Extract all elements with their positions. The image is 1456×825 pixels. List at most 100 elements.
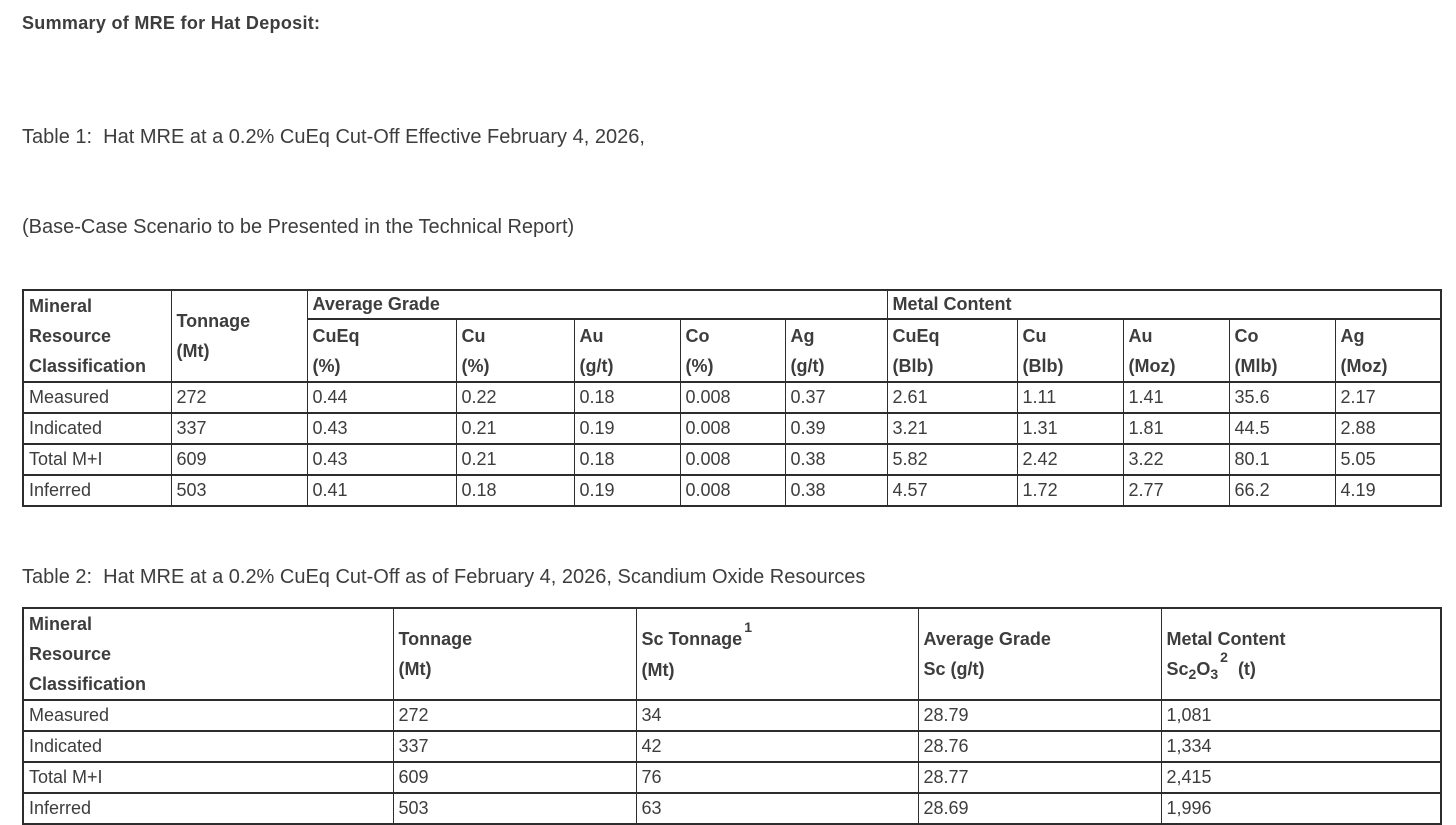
header-classification: Mineral Resource Classification — [22, 289, 172, 383]
cell-value: 0.21 — [455, 443, 575, 476]
cell-value: 0.38 — [784, 474, 888, 507]
cell-classification: Measured — [22, 381, 172, 414]
cell-value: 609 — [170, 443, 308, 476]
cell-value: 1,334 — [1160, 730, 1442, 763]
header-cueq-pct: CuEq (%) — [306, 318, 457, 383]
header-tonnage-unit: (Mt) — [176, 341, 210, 361]
cell-value: 1,081 — [1160, 699, 1442, 732]
header-sc-tonnage: Sc Tonnage1 (Mt) — [635, 607, 919, 701]
header-co-mlb: Co (Mlb) — [1228, 318, 1336, 383]
cell-classification: Total M+I — [22, 443, 172, 476]
cell-value: 337 — [392, 730, 637, 763]
table-header-row: Mineral Resource Classification Tonnage … — [22, 607, 1442, 701]
table-header-row-units: CuEq (%) Cu (%) Au (g/t) Co (%) Ag (g/t) CuEq… — [23, 318, 1442, 383]
header-group-average-grade: Average Grade — [306, 288, 888, 321]
cell-value: 2.17 — [1334, 381, 1442, 414]
header-tonnage-unit: (Mt) — [398, 659, 432, 679]
cell-value: 2.61 — [886, 381, 1018, 414]
cell-value: 272 — [392, 699, 637, 732]
header-co-pct: Co (%) — [679, 318, 786, 383]
header-classification-line: Classification — [29, 674, 147, 694]
cell-value: 34 — [635, 699, 919, 732]
cell-value: 35.6 — [1228, 381, 1336, 414]
cell-value: 0.41 — [306, 474, 457, 507]
header-classification-line: Mineral — [29, 614, 93, 634]
cell-value: 4.57 — [886, 474, 1018, 507]
cell-value: 0.008 — [679, 474, 786, 507]
header-average-grade-sc: Average Grade Sc (g/t) — [917, 607, 1162, 701]
header-au-gpt: Au (g/t) — [573, 318, 681, 383]
cell-value: 1,996 — [1160, 792, 1442, 825]
header-tonnage: Tonnage (Mt) — [170, 289, 308, 383]
header-tonnage: Tonnage (Mt) — [392, 607, 637, 701]
table-row: Measured 272 0.44 0.22 0.18 0.008 0.37 2… — [22, 381, 1442, 414]
cell-value: 3.21 — [886, 412, 1018, 445]
table-row: Inferred 503 63 28.69 1,996 — [22, 792, 1442, 825]
cell-value: 0.44 — [306, 381, 457, 414]
table-row: Indicated 337 42 28.76 1,334 — [22, 730, 1442, 763]
table-row: Measured 272 34 28.79 1,081 — [22, 699, 1442, 732]
table-row: Total M+I 609 0.43 0.21 0.18 0.008 0.38 … — [22, 443, 1442, 476]
header-au-moz: Au (Moz) — [1122, 318, 1230, 383]
cell-value: 28.69 — [917, 792, 1162, 825]
cell-classification: Inferred — [22, 792, 394, 825]
cell-value: 1.41 — [1122, 381, 1230, 414]
cell-value: 63 — [635, 792, 919, 825]
table1-caption: Table 1: Hat MRE at a 0.2% CuEq Cut-Off … — [22, 62, 1440, 272]
cell-value: 0.39 — [784, 412, 888, 445]
header-ag-gpt: Ag (g/t) — [784, 318, 888, 383]
cell-value: 0.008 — [679, 412, 786, 445]
cell-value: 28.79 — [917, 699, 1162, 732]
cell-value: 0.008 — [679, 381, 786, 414]
footnote-2: 2 — [1220, 648, 1228, 665]
table-row: Indicated 337 0.43 0.21 0.19 0.008 0.39 … — [22, 412, 1442, 445]
header-tonnage-name: Tonnage — [176, 311, 251, 331]
cell-value: 0.22 — [455, 381, 575, 414]
header-group-metal-content: Metal Content — [886, 288, 1442, 321]
table-row: Total M+I 609 76 28.77 2,415 — [22, 761, 1442, 794]
cell-value: 337 — [170, 412, 308, 445]
cell-classification: Indicated — [22, 412, 172, 445]
sc2o3-formula: Sc2O32(t) — [1166, 648, 1256, 682]
cell-value: 28.77 — [917, 761, 1162, 794]
cell-value: 0.43 — [306, 443, 457, 476]
cell-classification: Measured — [22, 699, 394, 732]
table1-caption-line1: Table 1: Hat MRE at a 0.2% CuEq Cut-Off … — [22, 126, 645, 148]
page-title: Summary of MRE for Hat Deposit: — [22, 13, 321, 33]
header-classification-line: Resource — [29, 644, 112, 664]
cell-value: 1.72 — [1016, 474, 1124, 507]
cell-value: 2.42 — [1016, 443, 1124, 476]
header-classification: Mineral Resource Classification — [22, 607, 394, 701]
header-metal-content-sc2o3: Metal Content Sc2O32(t) — [1160, 607, 1442, 701]
cell-value: 44.5 — [1228, 412, 1336, 445]
cell-value: 0.38 — [784, 443, 888, 476]
cell-value: 503 — [170, 474, 308, 507]
table1-caption-line2: (Base-Case Scenario to be Presented in t… — [22, 216, 575, 238]
cell-value: 0.18 — [573, 381, 681, 414]
cell-value: 0.18 — [573, 443, 681, 476]
cell-value: 0.19 — [573, 412, 681, 445]
cell-classification: Total M+I — [22, 761, 394, 794]
header-ag-moz: Ag (Moz) — [1334, 318, 1442, 383]
header-sc-tonnage-name: Sc Tonnage1 — [641, 618, 752, 649]
cell-value: 5.82 — [886, 443, 1018, 476]
cell-value: 0.43 — [306, 412, 457, 445]
scandium-table-2: Mineral Resource Classification Tonnage … — [22, 607, 1442, 825]
cell-value: 609 — [392, 761, 637, 794]
cell-value: 42 — [635, 730, 919, 763]
header-cueq-blb: CuEq (Blb) — [886, 318, 1018, 383]
cell-value: 1.11 — [1016, 381, 1124, 414]
footnote-1: 1 — [744, 618, 752, 635]
cell-value: 2,415 — [1160, 761, 1442, 794]
cell-value: 5.05 — [1334, 443, 1442, 476]
cell-value: 2.88 — [1334, 412, 1442, 445]
cell-value: 80.1 — [1228, 443, 1336, 476]
cell-value: 0.37 — [784, 381, 888, 414]
cell-value: 66.2 — [1228, 474, 1336, 507]
cell-value: 272 — [170, 381, 308, 414]
table-row: Inferred 503 0.41 0.18 0.19 0.008 0.38 4… — [22, 474, 1442, 507]
header-sc-tonnage-unit: (Mt) — [641, 659, 675, 680]
cell-value: 2.77 — [1122, 474, 1230, 507]
header-tonnage-name: Tonnage — [398, 629, 473, 649]
mre-table-1: Mineral Resource Classification Tonnage … — [22, 288, 1443, 507]
